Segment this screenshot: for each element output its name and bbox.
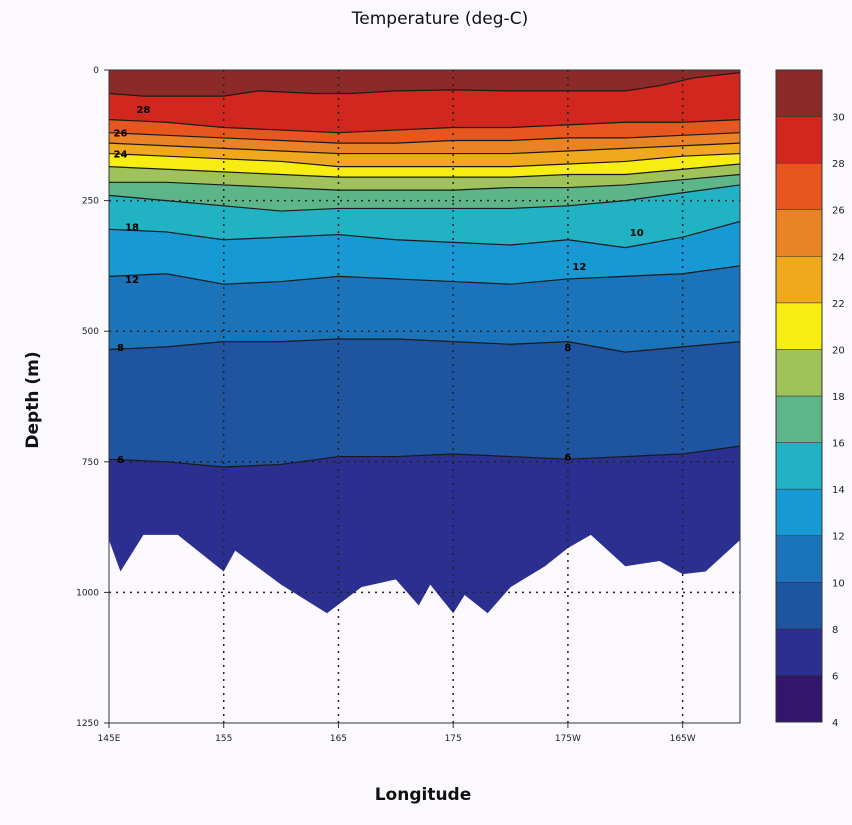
- colorbar-swatch-6: [775, 628, 823, 676]
- colorbar-swatch-16: [775, 395, 823, 443]
- contour-line-14: [109, 184, 740, 212]
- contour-label: 8: [564, 343, 571, 354]
- colorbar-swatch-30: [775, 69, 823, 117]
- colorbar-tick-label: 18: [832, 392, 845, 403]
- colorbar-swatch-18: [775, 349, 823, 397]
- colorbar-tick-label: 4: [832, 718, 838, 729]
- colorbar-tick-label: 26: [832, 206, 845, 217]
- plot-frame: [108, 69, 741, 724]
- colorbar-tick-label: 6: [832, 671, 838, 682]
- x-tick-label: 175: [445, 734, 462, 744]
- plot-area: 26 24 28 18 12 10 8 6 8 6 12: [108, 69, 741, 724]
- contour-label: 6: [117, 455, 124, 466]
- contour-line-26: [109, 119, 740, 134]
- y-tick-label: 1000: [76, 588, 99, 598]
- no-data-below-bottom: [109, 534, 740, 723]
- colorbar-tick-label: 28: [832, 159, 845, 170]
- colorbar: 4 6 8 10 12 14 16 18 20 22 24 26 28 30: [775, 69, 845, 729]
- contour-label: 6: [564, 453, 571, 464]
- colorbar-swatch-8: [775, 582, 823, 630]
- colorbar-tick-label: 10: [832, 578, 845, 589]
- contour-label: 10: [630, 228, 644, 239]
- contour-line-12: [109, 220, 740, 249]
- x-tick-label: 165: [330, 734, 347, 744]
- x-tick-label: 155: [215, 734, 232, 744]
- contour-line-16: [109, 173, 740, 191]
- contour-line-18: [109, 163, 740, 178]
- colorbar-swatch-14: [775, 442, 823, 490]
- contour-label: 28: [136, 105, 150, 116]
- contour-label: 12: [125, 275, 139, 286]
- y-tick-label: 500: [82, 327, 99, 337]
- contour-label: 26: [114, 129, 128, 140]
- contour-label: 24: [114, 150, 128, 161]
- colorbar-tick-label: 8: [832, 625, 838, 636]
- colorbar-frame: [775, 69, 823, 723]
- colorbar-swatch-24: [775, 209, 823, 257]
- colorbar-tick-label: 14: [832, 485, 845, 496]
- contour-label: 18: [125, 223, 139, 234]
- x-tick-label: 145E: [98, 734, 121, 744]
- colorbar-swatch-26: [775, 162, 823, 210]
- colorbar-tick-label: 30: [832, 113, 845, 124]
- colorbar-tick-label: 16: [832, 439, 845, 450]
- contour-line-6: [109, 445, 740, 468]
- colorbar-swatch-12: [775, 488, 823, 536]
- contour-line-28: [109, 72, 740, 97]
- y-tick-label: 250: [82, 197, 99, 207]
- colorbar-tick-label: 22: [832, 299, 845, 310]
- colorbar-swatch-22: [775, 256, 823, 304]
- chart-title: Temperature (deg-C): [351, 9, 528, 29]
- colorbar-tick-label: 24: [832, 252, 845, 263]
- contour-line-8: [109, 338, 740, 353]
- y-tick-label: 750: [82, 458, 99, 468]
- y-axis-label: Depth (m): [23, 351, 43, 448]
- x-axis-label: Longitude: [375, 785, 472, 805]
- contour-line-22: [109, 142, 740, 155]
- colorbar-swatch-10: [775, 535, 823, 583]
- y-tick-label: 0: [93, 66, 99, 76]
- colorbar-tick-label: 12: [832, 532, 845, 543]
- colorbar-swatch-28: [775, 116, 823, 164]
- y-axis-ticks: 0 250 500 750 1000 1250: [76, 66, 109, 729]
- colorbar-swatch-4: [775, 675, 823, 723]
- y-tick-label: 1250: [76, 719, 99, 729]
- x-tick-label: 165W: [670, 734, 696, 744]
- contour-line-24: [109, 132, 740, 144]
- contour-label: 8: [117, 343, 124, 354]
- contour-line-10: [109, 265, 740, 285]
- colorbar-swatch-20: [775, 302, 823, 350]
- x-tick-label: 175W: [555, 734, 581, 744]
- x-axis-ticks: 145E 155 165 175 175W 165W: [98, 723, 696, 744]
- contour-line-20: [109, 152, 740, 168]
- colorbar-tick-label: 20: [832, 345, 845, 356]
- contour-label: 12: [572, 262, 586, 273]
